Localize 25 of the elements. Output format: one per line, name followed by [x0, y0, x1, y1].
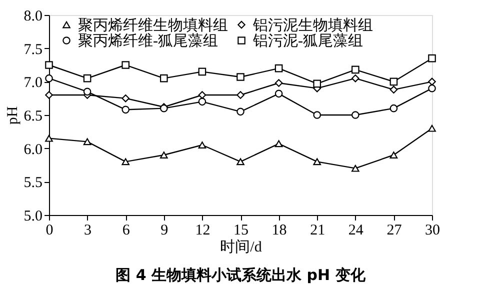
y-tick-label: 7.5	[24, 42, 42, 58]
x-tick-label: 9	[160, 222, 168, 238]
x-axis-title: 时间/d	[220, 238, 262, 256]
legend-label: 铝污泥生物填料组	[252, 16, 373, 34]
x-tick-label: 30	[425, 222, 440, 238]
x-tick-label: 24	[348, 222, 364, 238]
legend-label: 聚丙烯纤维-狐尾藻组	[78, 32, 218, 50]
y-tick-label: 5.0	[24, 208, 42, 224]
legend-label: 铝污泥-狐尾藻组	[252, 32, 363, 50]
y-axis-title: pH	[4, 106, 21, 125]
x-tick-label: 21	[310, 222, 326, 238]
x-tick-label: 6	[122, 222, 130, 238]
x-tick-label: 0	[46, 222, 54, 238]
y-tick-label: 6.0	[24, 142, 42, 158]
y-tick-label: 5.5	[24, 175, 42, 192]
y-tick-label: 6.5	[24, 108, 42, 124]
x-tick-label: 3	[84, 222, 92, 238]
text: 图 4 生物填料小试系统出水 pH 变化	[116, 266, 366, 284]
legend-label: 聚丙烯纤维生物填料组	[78, 16, 228, 34]
x-tick-label: 27	[386, 222, 402, 238]
x-tick-label: 15	[234, 222, 248, 238]
x-tick-label: 18	[272, 222, 287, 238]
x-tick-label: 12	[195, 222, 210, 238]
y-tick-label: 7.0	[24, 75, 42, 92]
y-tick-label: 8.0	[24, 8, 42, 24]
